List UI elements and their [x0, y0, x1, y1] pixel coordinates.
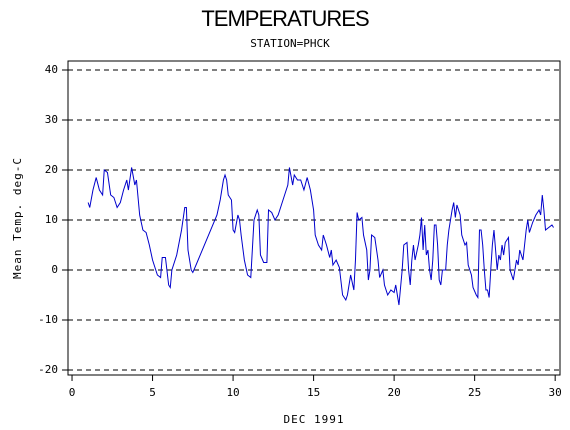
x-tick-label: 10 — [226, 386, 239, 399]
x-tick-label: 0 — [69, 386, 76, 399]
y-tick-label: 40 — [45, 63, 58, 76]
x-tick-label: 20 — [387, 386, 400, 399]
y-tick-label: 20 — [45, 163, 58, 176]
x-tick-label: 25 — [468, 386, 481, 399]
y-tick-label: -10 — [38, 313, 58, 326]
chart-title: TEMPERATURES — [201, 6, 369, 31]
data-line — [87, 167, 554, 306]
chart-subtitle: STATION=PHCK — [250, 37, 330, 50]
y-axis-label: Mean Temp. deg-C — [11, 157, 24, 279]
x-tick-label: 5 — [149, 386, 156, 399]
y-tick-label: 10 — [45, 213, 58, 226]
x-tick-label: 15 — [307, 386, 320, 399]
y-tick-label: 30 — [45, 113, 58, 126]
y-tick-label: -20 — [38, 363, 58, 376]
x-axis-label: DEC 1991 — [284, 413, 345, 426]
x-tick-label: 30 — [549, 386, 562, 399]
y-tick-label: 0 — [51, 263, 58, 276]
